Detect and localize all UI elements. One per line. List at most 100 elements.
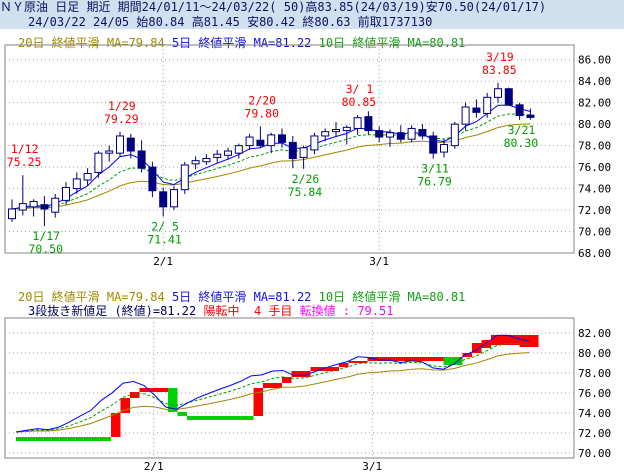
candle-body bbox=[116, 135, 124, 154]
bottom-y-tick-label: 74.00 bbox=[578, 407, 611, 420]
candle bbox=[342, 125, 351, 145]
shinne-block bbox=[139, 388, 168, 392]
bottom-x-tick-label: 3/1 bbox=[362, 460, 382, 473]
candle-body bbox=[72, 178, 81, 190]
candle-body bbox=[353, 117, 362, 129]
candle-body bbox=[299, 147, 308, 158]
candle-body bbox=[256, 139, 265, 147]
candle-body bbox=[450, 123, 459, 147]
candle bbox=[159, 187, 168, 217]
shinne-block bbox=[177, 412, 187, 416]
candle bbox=[148, 161, 157, 198]
bottom-y-tick-label: 70.00 bbox=[578, 447, 611, 460]
shinne-block bbox=[111, 413, 121, 437]
top-y-tick-label: 70.00 bbox=[578, 226, 611, 239]
candle-body bbox=[504, 88, 513, 106]
candle bbox=[40, 196, 49, 227]
top-x-tick-label: 2/1 bbox=[153, 255, 173, 268]
candle bbox=[332, 122, 340, 138]
bottom-y-tick-label: 72.00 bbox=[578, 427, 611, 440]
high-date-label: 1/12 bbox=[11, 142, 39, 156]
candle-body bbox=[386, 132, 394, 138]
high-date-label: 2/20 bbox=[248, 93, 276, 107]
candle-body bbox=[213, 153, 222, 158]
top-moving-averages bbox=[11, 104, 531, 210]
candle-body bbox=[321, 131, 330, 137]
candle-body bbox=[234, 145, 243, 154]
candle bbox=[170, 186, 178, 211]
candle bbox=[515, 102, 524, 120]
shinne-block bbox=[348, 361, 368, 363]
low-date-label: 2/ 5 bbox=[151, 219, 179, 233]
high-value-label: 79.80 bbox=[244, 106, 279, 120]
shinne-block bbox=[130, 392, 140, 398]
candle bbox=[267, 132, 276, 154]
bottom-x-tick-label: 2/1 bbox=[144, 460, 164, 473]
candle-body bbox=[191, 160, 200, 165]
candle bbox=[72, 172, 81, 194]
candle-body bbox=[407, 127, 416, 140]
candle bbox=[234, 143, 243, 159]
low-value-label: 70.50 bbox=[28, 242, 63, 256]
candle-body bbox=[29, 200, 38, 208]
shinne-block bbox=[16, 437, 111, 441]
candle bbox=[321, 128, 330, 142]
candle-body bbox=[126, 137, 135, 152]
candle bbox=[116, 131, 124, 157]
candle-body bbox=[310, 135, 319, 151]
shinne-block bbox=[310, 367, 339, 371]
candle bbox=[504, 87, 513, 106]
header-quote: 24/03/22 24/05 始80.84 高81.45 安80.42 終80.… bbox=[0, 15, 624, 29]
candle bbox=[191, 156, 200, 170]
candle-body bbox=[224, 150, 232, 156]
ma20-line-bottom bbox=[15, 352, 530, 433]
candle-body bbox=[396, 132, 405, 140]
candle-body bbox=[332, 129, 340, 133]
shinne-block bbox=[472, 343, 482, 353]
ma5-legend: 5日 終値平滑 MA=81.22 bbox=[171, 36, 312, 50]
high-value-label: 80.85 bbox=[342, 95, 377, 109]
candle-body bbox=[429, 135, 438, 154]
candle bbox=[386, 129, 394, 147]
candle bbox=[472, 99, 481, 118]
top-x-tick-label: 3/1 bbox=[369, 255, 389, 268]
shinne-block bbox=[263, 383, 282, 388]
candle bbox=[450, 122, 459, 149]
high-value-label: 79.29 bbox=[104, 112, 139, 126]
candle-body bbox=[418, 129, 427, 137]
candle bbox=[245, 133, 254, 150]
bottom-grid bbox=[4, 317, 575, 459]
bottom-y-ticks: 70.00 72.00 74.00 76.00 78.00 80.00 82.00 bbox=[578, 327, 611, 460]
shinne-block bbox=[253, 388, 263, 416]
top-y-tick-label: 86.00 bbox=[578, 54, 611, 67]
low-date-label: 3/21 bbox=[508, 123, 536, 137]
candle bbox=[407, 125, 416, 143]
candle bbox=[224, 147, 232, 160]
candle-body bbox=[8, 208, 16, 220]
high-date-label: 1/29 bbox=[108, 99, 136, 113]
candle bbox=[396, 125, 405, 143]
candlestick-series bbox=[8, 82, 535, 227]
candle bbox=[288, 135, 297, 169]
candle-body bbox=[364, 116, 373, 132]
shinne-block bbox=[367, 357, 396, 361]
candle-body bbox=[170, 189, 178, 208]
candle bbox=[94, 151, 103, 178]
candle bbox=[353, 115, 362, 135]
ma10-line-bottom bbox=[15, 343, 530, 433]
high-date-label: 3/ 1 bbox=[346, 82, 374, 96]
candle bbox=[18, 175, 27, 216]
candle-body bbox=[148, 166, 157, 192]
candle bbox=[310, 132, 319, 155]
candle-body bbox=[472, 107, 481, 113]
low-value-label: 76.79 bbox=[417, 175, 452, 189]
candle-body bbox=[62, 187, 70, 201]
candle-body bbox=[18, 203, 27, 211]
candle bbox=[126, 133, 135, 159]
low-date-label: 1/17 bbox=[32, 229, 60, 243]
candle-body bbox=[40, 204, 49, 210]
candle bbox=[375, 126, 384, 143]
candle bbox=[526, 108, 535, 120]
ma-legend-top: 20日 終値平滑 MA=79.84 5日 終値平滑 MA=81.22 10日 終… bbox=[18, 34, 465, 51]
top-x-ticks: 2/1 3/1 bbox=[153, 255, 389, 268]
